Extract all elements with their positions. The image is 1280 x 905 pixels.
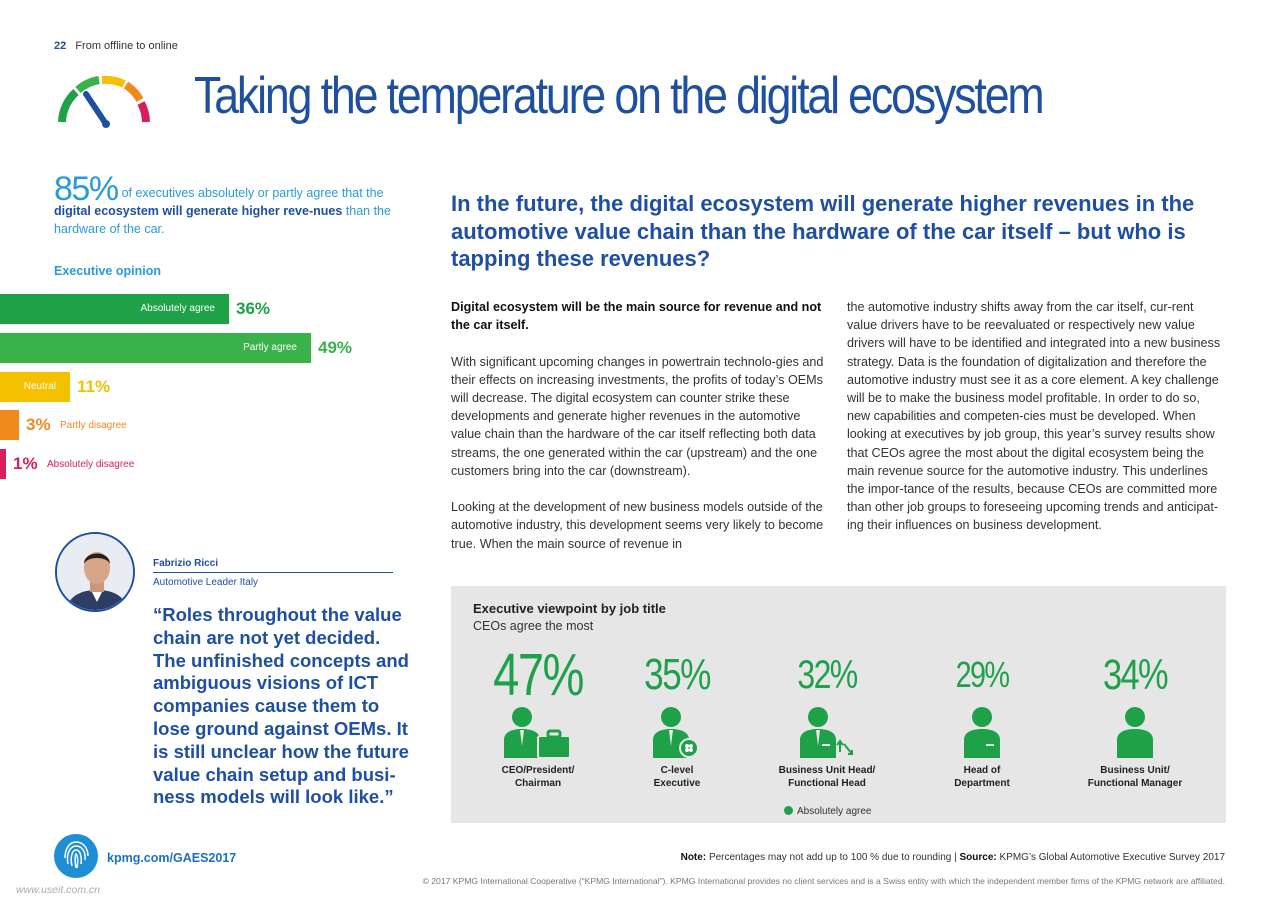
stat-label-line1: Business Unit Head/ [778,765,876,776]
bar-percent: 11% [77,377,111,396]
pull-quote: “Roles throughout the value chain are no… [153,604,409,808]
avatar [55,532,135,612]
stat-label-line1: Head of [963,765,1001,776]
bar-label: Neutral [23,381,56,392]
body-column-left: Digital ecosystem will be the main sourc… [451,298,827,571]
stat-percent: 47% [493,642,584,708]
executive-opinion-label: Executive opinion [54,264,161,278]
stat-business-unit-head: 32% Business Unit Head/ Functional Head [752,644,902,789]
bar-label: Partly disagree [60,420,127,431]
legend-label: Absolutely agree [797,806,872,817]
stat-ceo: 47% CEO/President/ Chairman [463,642,613,789]
panel-subtitle: CEOs agree the most [473,619,594,633]
stat-percent: 29% [955,654,1010,695]
body-paragraph: With significant upcoming changes in pow… [451,354,824,478]
stat-label-line2: Chairman [514,778,562,789]
divider [153,572,393,573]
person-arrows-icon [800,707,853,758]
headline: In the future, the digital ecosystem wil… [451,191,1195,271]
watermark: www.useit.com.cn [16,884,101,896]
intro-text-bold: digital ecosystem will generate higher r… [54,204,343,218]
stat-percent: 35% [644,650,711,699]
bar-partly-disagree [0,410,19,440]
body-paragraph: Looking at the development of new busine… [451,500,824,551]
bar-percent: 49% [318,338,353,357]
person-briefcase-icon [504,707,571,758]
bar-absolutely-disagree [0,449,6,479]
source-text: KPMG’s Global Automotive Executive Surve… [999,852,1225,863]
stat-label-line1: CEO/President/ [501,765,575,776]
body-paragraph: the automotive industry shifts away from… [847,300,1221,533]
page-header: 22 From offline to online [54,40,178,52]
stat-label-line2: Functional Manager [1087,778,1183,789]
bar-absolutely-agree: Absolutely agree [0,294,229,324]
stat-label-line2: Department [954,778,1010,789]
stat-percent: 34% [1102,651,1169,699]
stat-label-line2: Functional Head [788,778,866,789]
legend-dot-icon [784,806,793,815]
bar-label: Absolutely agree [140,303,216,314]
note-label: Note: [680,852,707,863]
bar-percent: 3% [26,415,51,434]
intro-text-a: of executives absolutely or partly agree… [121,186,384,200]
bar-label: Partly agree [243,342,297,353]
panel-title: Executive viewpoint by job title [473,601,666,616]
page-title: Taking the temperature on the digital ec… [194,67,1045,125]
source-label: Source: [959,852,997,863]
intro-text-b: than the hardware of the car. [54,204,391,236]
stat-label-line2: Executive [653,778,701,789]
section-name: From offline to online [75,40,178,52]
bar-label: Absolutely disagree [47,459,135,470]
legend: Absolutely agree [784,806,872,817]
stat-label-line1: C-level [660,765,694,776]
person-icon [964,707,1000,758]
stat-functional-manager: 34% Business Unit/ Functional Manager [1060,644,1210,789]
copyright: © 2017 KPMG International Cooperative (“… [422,876,1225,886]
note-text: Percentages may not add up to 100 % due … [708,852,957,863]
person-clover-icon [653,707,699,758]
stat-head-of-department: 29% Head of Department [907,644,1057,789]
stat-percent: 32% [797,653,858,697]
stat-label-line1: Business Unit/ [1100,765,1170,776]
stat-c-level: 35% C-level Executive [602,644,752,789]
page-number: 22 [54,40,67,52]
body-column-right: the automotive industry shifts away from… [847,298,1223,553]
bar-percent: 36% [236,299,271,318]
viewpoint-panel: Executive viewpoint by job title CEOs ag… [451,586,1226,823]
gauge-icon [58,75,150,128]
person-icon [1117,707,1153,758]
intro-big-percent: 85% [54,170,119,208]
intro-text: 85% of executives absolutely or partly ag… [54,172,394,238]
person-role: Automotive Leader Italy [153,577,259,588]
person-name: Fabrizio Ricci [153,558,219,569]
footer-note: Note: Percentages may not add up to 100 … [681,852,1225,863]
body-lead: Digital ecosystem will be the main sourc… [451,300,822,333]
fingerprint-icon [54,834,98,878]
bar-neutral: Neutral [0,372,70,402]
bar-percent: 1% [13,454,38,473]
bar-partly-agree: Partly agree [0,333,311,363]
footer-link[interactable]: kpmg.com/GAES2017 [107,851,237,865]
